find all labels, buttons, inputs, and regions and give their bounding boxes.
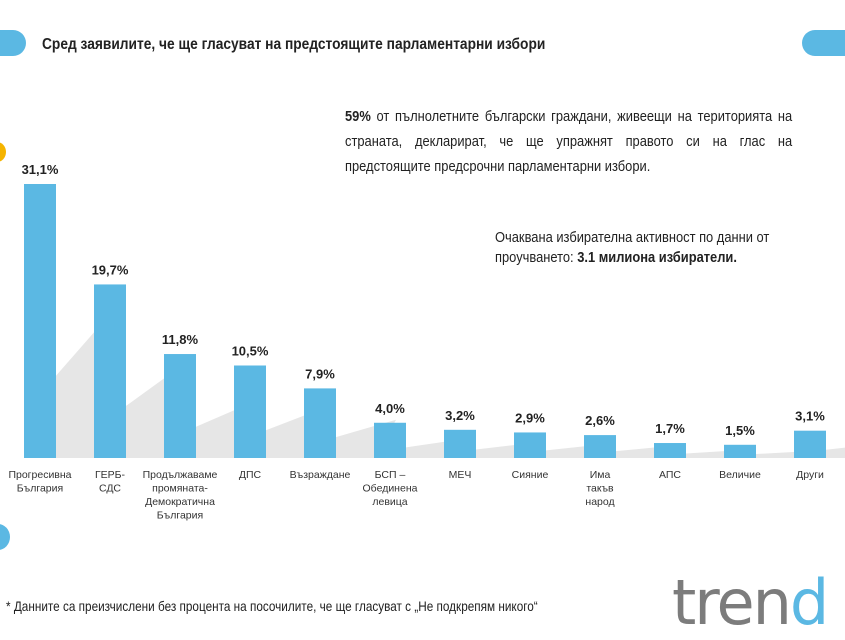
participation-note: 59% от пълнолетните български граждани, … bbox=[345, 104, 792, 179]
category-label: АПС bbox=[659, 469, 681, 481]
value-label: 1,5% bbox=[725, 423, 755, 438]
category-label: ГЕРБ- bbox=[95, 469, 126, 481]
decor-dot-yellow bbox=[0, 142, 6, 162]
category-label: Величие bbox=[719, 469, 761, 481]
turnout-text: Очаквана избирателна активност по данни … bbox=[495, 229, 770, 266]
category-label: такъв bbox=[586, 483, 614, 495]
bar bbox=[514, 432, 546, 458]
bar bbox=[234, 365, 266, 458]
value-label: 10,5% bbox=[232, 343, 269, 358]
bar bbox=[304, 388, 336, 458]
value-label: 11,8% bbox=[162, 332, 199, 347]
bar-chart: 31,1% Прогресивна България 19,7% ГЕРБ- СДС 11,… bbox=[8, 162, 845, 522]
category-label: народ bbox=[585, 496, 614, 508]
category-label: промяната- bbox=[152, 483, 208, 495]
category-label: Има bbox=[590, 469, 611, 481]
participation-percent: 59% bbox=[345, 108, 371, 125]
category-label: Прогресивна bbox=[8, 469, 71, 481]
category-label: Сияние bbox=[512, 469, 549, 481]
category-label: БСП – bbox=[375, 469, 406, 481]
turnout-value: 3.1 милиона избиратели. bbox=[577, 249, 737, 266]
bar bbox=[584, 435, 616, 458]
bar bbox=[94, 284, 126, 458]
category-label: левица bbox=[372, 496, 407, 508]
value-label: 3,1% bbox=[795, 409, 825, 424]
bar-shadow bbox=[826, 447, 845, 458]
category-label: България bbox=[17, 483, 63, 495]
bar bbox=[654, 443, 686, 458]
bar bbox=[374, 422, 406, 458]
value-label: 1,7% bbox=[655, 421, 685, 436]
category-label: Демократична bbox=[145, 496, 215, 508]
turnout-note: Очаквана избирателна активност по данни … bbox=[495, 228, 796, 268]
category-label: България bbox=[157, 510, 203, 522]
bar bbox=[794, 430, 826, 458]
category-label: МЕЧ bbox=[449, 469, 472, 481]
decor-pill-right bbox=[802, 30, 845, 56]
trend-logo: trend bbox=[672, 566, 829, 639]
bar bbox=[24, 184, 56, 458]
bar bbox=[164, 354, 196, 458]
value-label: 4,0% bbox=[375, 401, 405, 416]
category-label: Други bbox=[796, 469, 824, 481]
value-label: 31,1% bbox=[22, 162, 59, 177]
bar bbox=[724, 444, 756, 458]
footnote: * Данните са преизчислени без процента н… bbox=[6, 598, 538, 614]
value-label: 7,9% bbox=[305, 366, 335, 381]
category-label: Обединена bbox=[363, 483, 418, 495]
category-label: ДПС bbox=[239, 469, 262, 481]
category-label: Възраждане bbox=[290, 469, 351, 481]
category-label: СДС bbox=[99, 483, 121, 495]
value-label: 2,6% bbox=[585, 413, 615, 428]
value-label: 2,9% bbox=[515, 410, 545, 425]
chart-title: Сред заявилите, че ще гласуват на предст… bbox=[42, 36, 546, 53]
decor-dot-blue bbox=[0, 524, 10, 550]
value-label: 3,2% bbox=[445, 408, 475, 423]
participation-text: от пълнолетните български граждани, живе… bbox=[345, 108, 793, 175]
category-label: Продължаваме bbox=[143, 469, 218, 481]
value-label: 19,7% bbox=[92, 262, 129, 277]
bar bbox=[444, 429, 476, 458]
decor-pill-left bbox=[0, 30, 26, 56]
